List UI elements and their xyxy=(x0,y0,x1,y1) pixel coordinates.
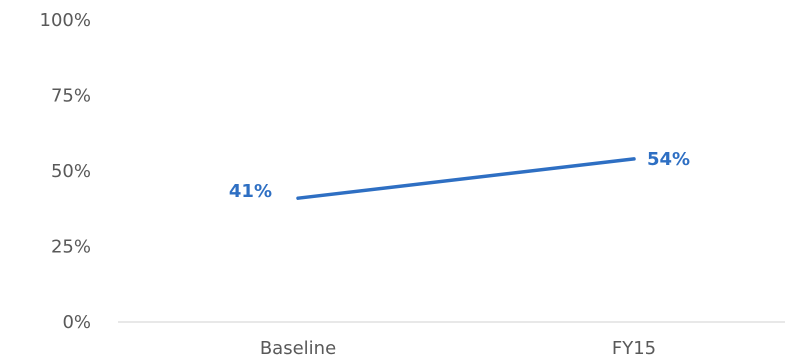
data-label: 41% xyxy=(229,181,272,202)
y-tick-label: 25% xyxy=(51,237,91,258)
y-tick-label: 100% xyxy=(40,10,91,31)
y-axis-tick-labels: 0% 25% 50% 75% 100% xyxy=(40,10,91,333)
y-tick-label: 75% xyxy=(51,86,91,107)
y-tick-label: 50% xyxy=(51,161,91,182)
series-layer xyxy=(298,159,634,198)
data-label: 54% xyxy=(647,149,690,170)
x-tick-label: FY15 xyxy=(612,338,656,357)
series-line xyxy=(298,159,634,198)
y-tick-label: 0% xyxy=(62,312,91,333)
x-tick-label: Baseline xyxy=(260,338,336,357)
x-axis-tick-labels: Baseline FY15 xyxy=(260,338,656,357)
data-label-layer: 41% 54% xyxy=(229,149,690,202)
